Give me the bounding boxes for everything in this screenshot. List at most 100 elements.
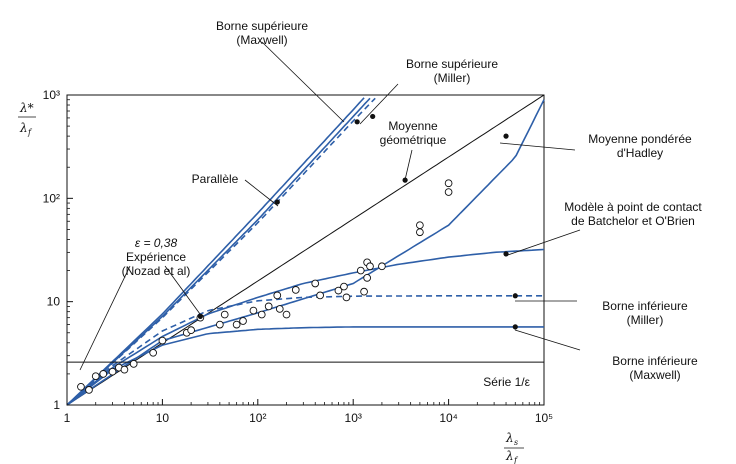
- y-tick-label: 10³: [43, 88, 60, 102]
- experiment-point: [334, 286, 343, 295]
- series-borne-inferieure-miller: [66, 295, 544, 406]
- annotation-label: Parallèle: [192, 172, 239, 186]
- experiment-point: [444, 179, 453, 188]
- experiment-point: [444, 188, 453, 196]
- experiment-point: [378, 262, 386, 271]
- annotation-labels: Borne supérieure(Maxwell)Borne supérieur…: [122, 19, 703, 389]
- annotation-leader: [79, 265, 131, 371]
- anchor-points: [197, 113, 518, 330]
- anchor-point: [512, 324, 518, 330]
- x-tick-label: 10⁵: [535, 411, 553, 425]
- experiment-point: [416, 228, 424, 237]
- annotation-label: d'Hadley: [617, 146, 663, 160]
- anchor-point: [354, 119, 360, 125]
- experiment-point: [316, 291, 324, 300]
- anchor-point: [503, 133, 509, 139]
- series-parallele: [66, 97, 371, 406]
- x-axis-label-top-sub: s: [514, 438, 518, 447]
- annotation-label: de Batchelor et O'Brien: [571, 214, 695, 228]
- annotation-label: Série 1/ε: [483, 375, 530, 389]
- experiment-point: [158, 336, 167, 345]
- axis-ticks: 1 10 10² 10³ 10⁴ 10⁵ 1 10 10² 10³: [43, 88, 554, 425]
- annotation-label: ε = 0,38: [135, 236, 178, 250]
- y-axis-label-top: λ*: [19, 101, 34, 115]
- annotation-label: Borne supérieure: [216, 19, 308, 33]
- annotation-label: Borne supérieure: [406, 57, 498, 71]
- experiment-point: [342, 293, 351, 302]
- experiment-point: [356, 266, 365, 275]
- experiment-point: [108, 367, 117, 376]
- experiment-point: [282, 310, 291, 319]
- experiment-point: [120, 365, 129, 374]
- experiment-point: [360, 287, 368, 296]
- experiment-point: [416, 221, 424, 230]
- annotation-leaders: [79, 41, 581, 371]
- experiment-point: [220, 310, 229, 319]
- annotation-leader: [244, 179, 279, 207]
- series-modele-a-point-de-contact-de-batchelor-et-o-brien: [66, 248, 545, 406]
- experiment-point: [129, 360, 138, 368]
- experiment-point: [239, 317, 247, 325]
- experiment-point: [232, 320, 241, 329]
- annotation-label: Expérience: [126, 250, 186, 264]
- annotation-label: Modèle à point de contact: [564, 200, 702, 214]
- series-borne-inferieure-maxwell: [66, 326, 544, 406]
- anchor-point: [402, 177, 408, 183]
- x-axis-label-bottom-sub: f: [513, 456, 519, 464]
- experiment-point: [99, 370, 108, 378]
- annotation-leader: [164, 265, 201, 315]
- experiment-point: [340, 282, 348, 291]
- x-tick-label: 10²: [249, 411, 266, 425]
- annotation-leader: [261, 41, 345, 123]
- experiment-point: [363, 274, 371, 282]
- annotation-label: (Miller): [434, 71, 471, 85]
- annotation-leader: [504, 229, 581, 257]
- experiment-point: [264, 302, 273, 311]
- annotation-leader: [404, 149, 413, 181]
- experiment-point: [311, 279, 320, 288]
- y-tick-label: 10: [47, 295, 61, 309]
- experiment-point: [85, 386, 93, 394]
- y-axis-label-bottom: λ: [19, 121, 28, 135]
- y-tick-label: 10²: [43, 191, 60, 205]
- annotation-label: Borne inférieure: [602, 299, 688, 313]
- experiment-point: [91, 372, 100, 381]
- experiment-point: [275, 305, 284, 313]
- experiment-point: [273, 291, 282, 300]
- annotation-label: géométrique: [380, 133, 447, 147]
- y-tick-label: 1: [53, 398, 60, 412]
- x-tick-label: 10⁴: [439, 411, 458, 425]
- annotation-label: Moyenne: [388, 119, 438, 133]
- annotation-leader: [499, 142, 576, 151]
- annotation-label: Borne inférieure: [612, 354, 698, 368]
- curves: [66, 94, 545, 406]
- y-axis-label-sub: f: [27, 128, 33, 137]
- experiment-point: [249, 306, 258, 315]
- experiment-point: [366, 262, 374, 271]
- experiment-point: [215, 320, 224, 329]
- x-tick-label: 10: [156, 411, 170, 425]
- experiment-point: [257, 310, 266, 319]
- annotation-label: Moyenne pondérée: [588, 132, 692, 146]
- x-tick-label: 10³: [345, 411, 362, 425]
- annotation-leader: [359, 83, 399, 125]
- anchor-point: [197, 313, 203, 320]
- experiment-point: [187, 326, 195, 335]
- anchor-point: [274, 199, 280, 205]
- annotation-label: (Maxwell): [236, 33, 287, 47]
- series-moyenne-ponderee-d-hadley: [66, 99, 545, 406]
- experiment-points: [77, 179, 453, 394]
- x-axis-label-bottom: λ: [505, 449, 514, 463]
- annotation-label: (Maxwell): [629, 368, 680, 382]
- anchor-point: [370, 113, 376, 120]
- annotation-label: (Nozad et al): [122, 264, 191, 278]
- series-borne-superieure-maxwell: [66, 97, 365, 406]
- series-borne-superieure-miller: [66, 97, 376, 406]
- experiment-point: [149, 348, 158, 357]
- anchor-point: [512, 293, 518, 299]
- x-tick-label: 1: [64, 411, 71, 425]
- experiment-point: [291, 286, 300, 294]
- experiment-point: [77, 382, 85, 391]
- annotation-label: (Miller): [627, 313, 664, 327]
